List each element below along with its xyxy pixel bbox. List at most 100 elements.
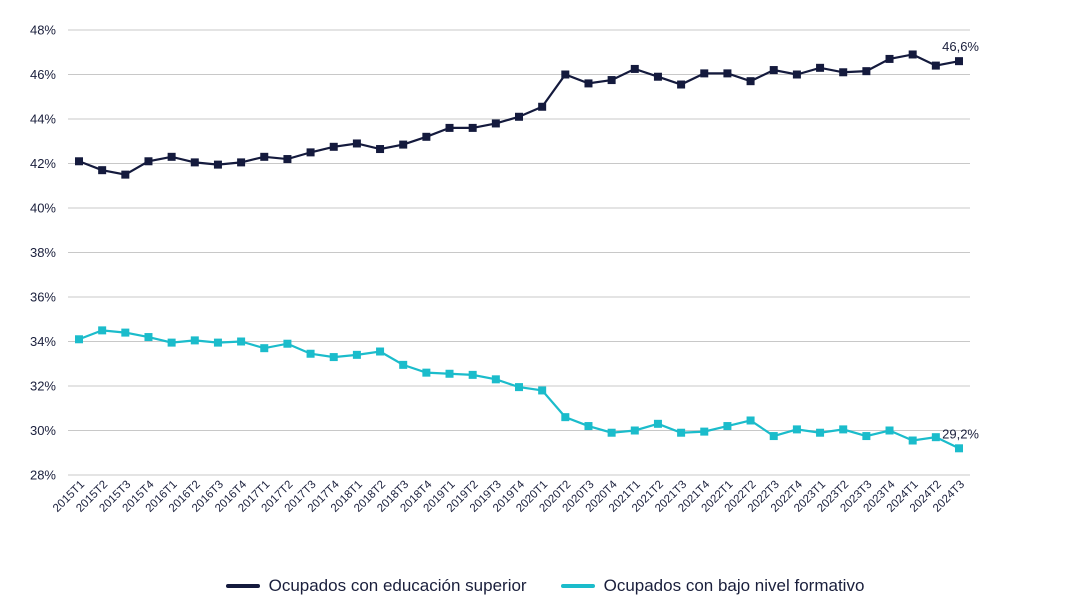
data-point [306,349,315,358]
y-axis-tick-labels: 28% 30% 32% 34% 36% 38% 40% 42% 44% 46% 48% [30,23,56,483]
data-point [885,426,894,435]
series-group [75,50,963,453]
y-tick-label: 46% [30,67,56,82]
y-tick-label: 48% [30,23,56,38]
data-point [816,428,825,437]
data-point [955,444,963,453]
end-labels: 46,6% 29,2% [942,39,979,441]
data-point [792,425,801,434]
y-tick-label: 32% [30,379,56,394]
data-point [862,67,871,76]
data-point [862,432,871,441]
data-point [908,436,917,445]
data-point [538,102,547,111]
end-label: 46,6% [942,39,979,54]
data-point [538,386,547,395]
data-point [677,428,686,437]
data-point [491,119,500,128]
data-point [839,68,848,77]
data-point [329,353,338,362]
line-chart: 28% 30% 32% 34% 36% 38% 40% 42% 44% 46% 48% 2015T1… [30,23,979,515]
y-tick-label: 34% [30,334,56,349]
data-point [399,360,408,369]
data-point [329,142,338,151]
legend-swatch-bajo-nivel [560,584,595,588]
data-point [769,432,778,441]
data-point [630,64,639,73]
data-point [700,427,709,436]
data-point [422,132,431,141]
data-point [515,112,523,121]
y-tick-label: 44% [30,112,56,127]
data-point [121,328,130,337]
data-point [190,336,199,345]
data-point [931,433,940,442]
legend-item-bajo-nivel[interactable]: Ocupados con bajo nivel formativo [560,576,865,596]
legend: Ocupados con educación superior Ocupados… [0,576,1090,596]
data-point [955,57,963,66]
data-point [75,335,83,344]
data-point [584,79,593,88]
y-tick-label: 36% [30,290,56,305]
data-point [306,148,315,157]
data-point [352,350,361,359]
data-point [376,145,385,154]
end-label: 29,2% [942,426,979,441]
data-point [792,70,801,79]
data-point [908,50,917,59]
data-point [931,61,940,70]
data-point [607,76,616,85]
legend-swatch-educacion-superior [225,584,260,588]
data-point [260,344,269,353]
data-point [167,152,176,161]
data-point [352,139,361,148]
legend-label-bajo-nivel: Ocupados con bajo nivel formativo [603,576,865,595]
data-point [167,338,176,347]
data-point [237,337,246,346]
data-point [746,77,755,86]
data-point [746,416,755,425]
data-point [515,383,523,392]
data-point [213,338,222,347]
x-axis-tick-labels: 2015T12015T22015T32015T42016T12016T22016… [51,478,967,514]
data-point [445,123,454,132]
data-point [283,155,292,164]
data-point [468,123,477,132]
data-point [561,413,570,422]
data-point [98,326,107,335]
data-point [491,375,500,384]
data-point [723,69,732,78]
data-point [769,66,778,75]
data-point [468,370,477,379]
data-point [885,54,894,63]
grid-lines [68,29,970,476]
data-point [630,426,639,435]
y-tick-label: 42% [30,156,56,171]
data-point [653,419,662,428]
data-point [144,333,153,342]
data-point [144,157,153,166]
data-point [399,140,408,149]
data-point [75,157,83,166]
data-point [190,158,199,167]
data-point [723,422,732,431]
legend-item-educacion-superior[interactable]: Ocupados con educación superior [225,576,527,596]
data-point [260,152,269,161]
y-tick-label: 40% [30,201,56,216]
y-tick-label: 28% [30,468,56,483]
legend-label-educacion-superior: Ocupados con educación superior [268,576,527,595]
data-point [584,422,593,431]
y-tick-label: 38% [30,245,56,260]
data-point [376,347,385,356]
y-tick-label: 30% [30,423,56,438]
data-point [422,368,431,377]
data-point [816,63,825,72]
data-point [283,339,292,348]
data-point [700,69,709,78]
data-point [213,160,222,169]
data-point [121,170,130,179]
data-point [607,428,616,437]
data-point [445,369,454,378]
data-point [653,72,662,81]
data-point [98,166,107,175]
